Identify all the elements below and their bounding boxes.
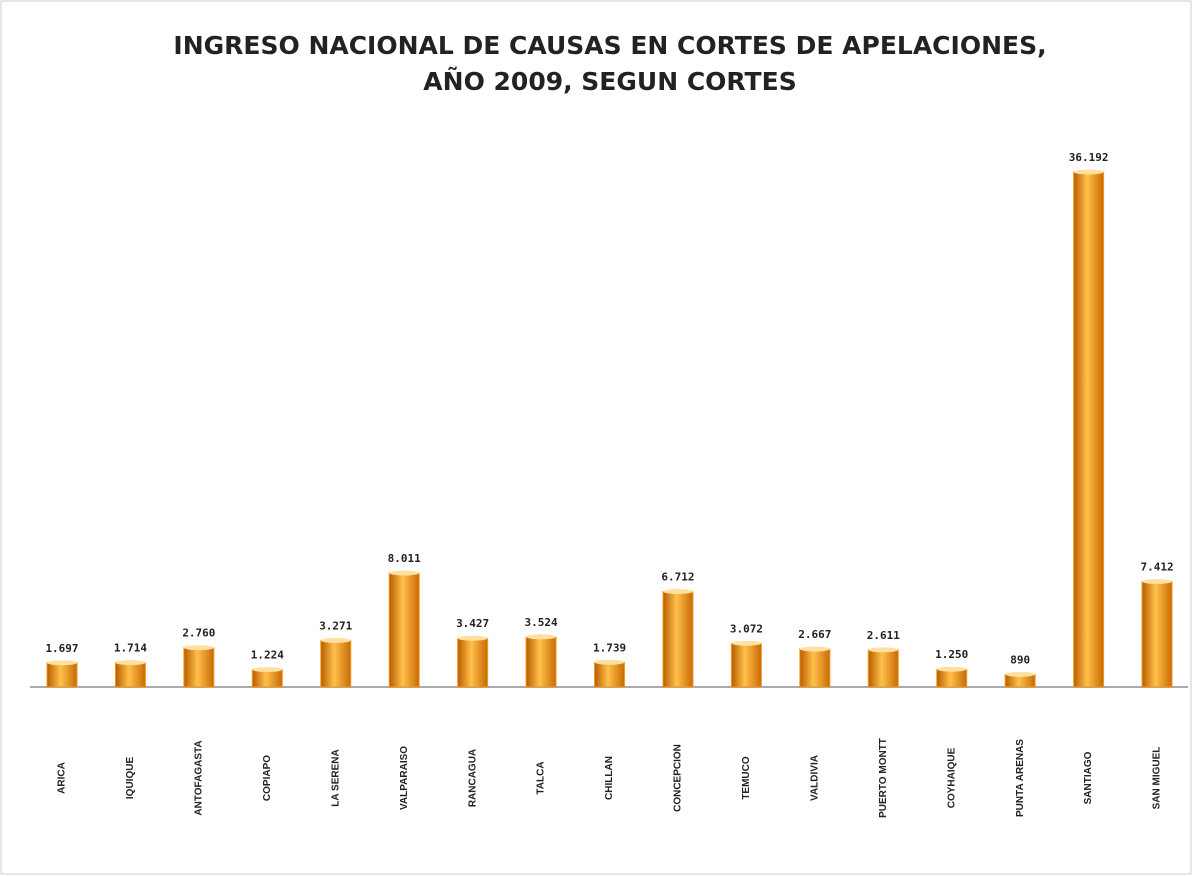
x-tick-label: PUERTO MONTT xyxy=(878,738,889,818)
bar xyxy=(730,642,762,688)
bar-cap xyxy=(47,660,77,666)
value-label: 890 xyxy=(1010,653,1030,666)
bar-cap xyxy=(457,635,488,641)
value-label: 1.714 xyxy=(114,642,147,655)
chart-title: INGRESO NACIONAL DE CAUSAS EN CORTES DE … xyxy=(173,31,1046,60)
value-label: 8.011 xyxy=(388,552,421,565)
value-label: 3.271 xyxy=(319,619,352,632)
bar xyxy=(594,661,626,688)
value-label: 2.611 xyxy=(867,629,900,642)
bar-cap xyxy=(1005,671,1036,677)
bar xyxy=(457,637,489,688)
bar-cap xyxy=(731,640,762,646)
bar-cap xyxy=(526,634,557,640)
bar-cap xyxy=(594,659,625,665)
bar xyxy=(662,590,694,688)
x-tick-label: SAN MIGUEL xyxy=(1152,747,1163,810)
chart-title: AÑO 2009, SEGUN CORTES xyxy=(423,67,796,96)
bar xyxy=(525,636,557,688)
value-label: 1.697 xyxy=(45,642,78,655)
x-tick-label: CHILLAN xyxy=(604,756,615,800)
x-tick-label: CONCEPCION xyxy=(673,744,684,812)
x-tick-label: TEMUCO xyxy=(741,756,752,800)
x-tick-label: COPIAPO xyxy=(262,755,273,801)
bar-cap xyxy=(936,666,967,672)
bar xyxy=(867,649,899,688)
value-label: 3.072 xyxy=(730,622,763,635)
bar xyxy=(183,647,215,688)
value-label: 3.524 xyxy=(525,616,558,629)
value-label: 1.250 xyxy=(935,648,968,661)
bar-cap xyxy=(389,570,420,576)
value-label: 3.427 xyxy=(456,617,489,630)
value-label: 2.667 xyxy=(798,628,831,641)
bar xyxy=(251,669,283,688)
x-tick-label: SANTIAGO xyxy=(1083,751,1094,804)
bar-cap xyxy=(799,646,830,652)
x-tick-label: ARICA xyxy=(57,762,68,794)
bar xyxy=(799,648,831,688)
bar-cap xyxy=(1073,169,1104,175)
x-tick-label: LA SERENA xyxy=(330,749,341,806)
bar-cap xyxy=(868,647,899,653)
bar xyxy=(114,662,146,688)
bar-cap xyxy=(115,660,146,666)
x-tick-label: ANTOFAGASTA xyxy=(194,740,205,815)
x-tick-label: RANCAGUA xyxy=(467,749,478,807)
x-tick-label: VALPARAISO xyxy=(399,746,410,810)
bar xyxy=(1141,581,1173,688)
x-tick-label: VALDIVIA xyxy=(809,755,820,801)
x-tick-label: COYHAIQUE xyxy=(946,747,957,808)
bar-cap xyxy=(252,667,283,673)
bar xyxy=(46,662,78,688)
bar-cap xyxy=(320,637,351,643)
bar xyxy=(388,572,420,688)
value-label: 1.739 xyxy=(593,641,626,654)
bar xyxy=(936,668,968,688)
value-label: 2.760 xyxy=(182,627,215,640)
value-label: 1.224 xyxy=(251,649,284,662)
bar xyxy=(320,639,352,688)
value-label: 6.712 xyxy=(661,570,694,583)
bar-cap xyxy=(662,588,693,594)
value-label: 36.192 xyxy=(1069,151,1109,164)
bar xyxy=(1073,171,1105,688)
bar-cap xyxy=(1142,579,1173,585)
x-tick-label: IQUIQUE xyxy=(125,757,136,800)
bar-cap xyxy=(183,645,214,651)
value-label: 7.412 xyxy=(1140,561,1173,574)
x-tick-label: TALCA xyxy=(536,761,547,794)
x-tick-label: PUNTA ARENAS xyxy=(1015,739,1026,817)
